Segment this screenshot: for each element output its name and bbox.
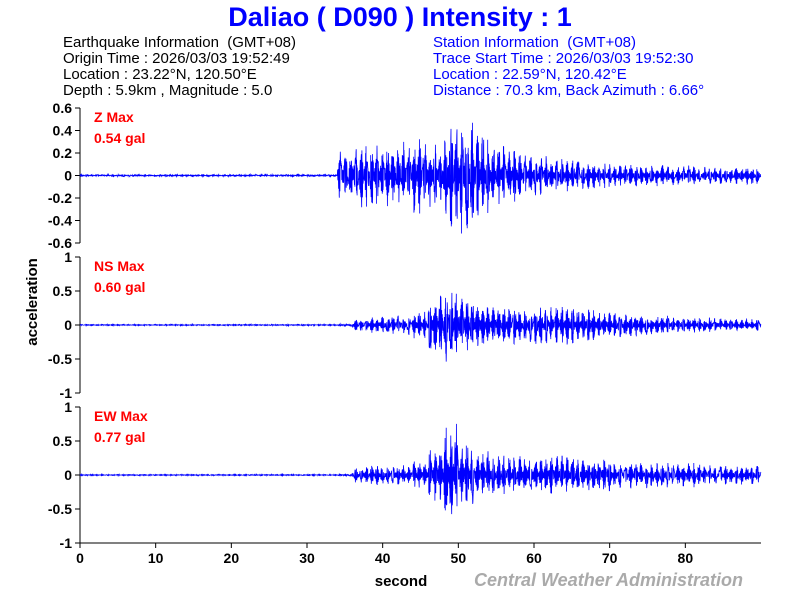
eq-info-heading: Earthquake Information (GMT+08) xyxy=(63,34,297,51)
station-distance: Distance : 70.3 km, Back Azimuth : 6.66° xyxy=(433,82,705,99)
max-label-EW: EW Max xyxy=(94,408,148,424)
watermark: Central Weather Administration xyxy=(474,570,744,590)
y-tick-label: 0.6 xyxy=(53,100,73,116)
max-value-Z: 0.54 gal xyxy=(94,130,145,146)
y-tick-label: 1 xyxy=(64,399,72,415)
x-tick-label: 30 xyxy=(299,550,315,566)
x-tick-label: 10 xyxy=(148,550,164,566)
chart-title: Daliao ( D090 ) Intensity : 1 xyxy=(228,2,572,32)
y-tick-label: 0.5 xyxy=(53,433,73,449)
waveform-NS xyxy=(79,292,762,362)
x-tick-label: 20 xyxy=(224,550,240,566)
x-tick-label: 60 xyxy=(526,550,542,566)
y-tick-label: 0.4 xyxy=(53,123,73,139)
x-tick-label: 80 xyxy=(678,550,694,566)
y-tick-label: -0.5 xyxy=(48,351,72,367)
y-tick-label: -1 xyxy=(60,385,73,401)
y-tick-label: 0.2 xyxy=(53,145,73,161)
max-value-EW: 0.77 gal xyxy=(94,429,145,445)
max-value-NS: 0.60 gal xyxy=(94,279,145,295)
y-tick-label: 1 xyxy=(64,249,72,265)
x-tick-label: 70 xyxy=(602,550,618,566)
y-tick-label: -0.6 xyxy=(48,235,72,251)
waveform-Z xyxy=(79,122,762,234)
max-label-NS: NS Max xyxy=(94,258,145,274)
y-tick-label: -0.2 xyxy=(48,190,72,206)
eq-depth-magnitude: Depth : 5.9km , Magnitude : 5.0 xyxy=(63,82,273,99)
station-info: Station Information (GMT+08) Trace Start… xyxy=(433,35,704,99)
y-axis-label: acceleration xyxy=(24,258,41,346)
x-tick-label: 50 xyxy=(451,550,467,566)
y-tick-label: -0.5 xyxy=(48,501,72,517)
station-location: Location : 22.59°N, 120.42°E xyxy=(433,66,627,83)
eq-location: Location : 23.22°N, 120.50°E xyxy=(63,66,257,83)
max-label-Z: Z Max xyxy=(94,109,134,125)
y-tick-label: -1 xyxy=(60,535,73,551)
earthquake-info: Earthquake Information (GMT+08) Origin T… xyxy=(63,35,296,99)
waveform-EW xyxy=(79,423,762,515)
station-trace-start: Trace Start Time : 2026/03/03 19:52:30 xyxy=(433,50,694,67)
station-info-heading: Station Information (GMT+08) xyxy=(433,34,636,51)
x-tick-label: 40 xyxy=(375,550,391,566)
y-tick-label: 0 xyxy=(64,168,72,184)
y-tick-label: 0 xyxy=(64,317,72,333)
eq-origin-time: Origin Time : 2026/03/03 19:52:49 xyxy=(63,50,290,67)
y-tick-label: 0.5 xyxy=(53,283,73,299)
x-tick-label: 0 xyxy=(76,550,84,566)
y-tick-label: 0 xyxy=(64,467,72,483)
y-tick-label: -0.4 xyxy=(48,213,72,229)
x-axis-label: second xyxy=(375,573,428,590)
